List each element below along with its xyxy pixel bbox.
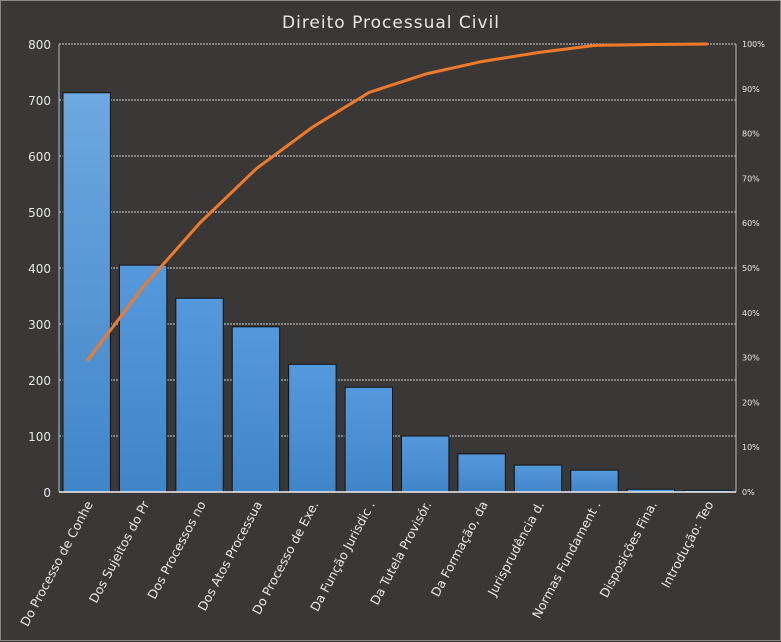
y2-tick-label: 10% (742, 443, 760, 452)
y-tick-label: 600 (28, 150, 51, 164)
cumulative-line (86, 42, 708, 362)
x-tick-label: Dos Sujeitos do Pr (86, 498, 153, 606)
y-tick-label: 500 (28, 206, 51, 220)
bar (288, 363, 337, 493)
bar (175, 297, 224, 493)
y2-tick-label: 20% (742, 398, 760, 407)
y2-tick-label: 70% (742, 174, 760, 183)
y2-tick-label: 100% (742, 40, 765, 49)
x-tick-label: Disposições Fina. (596, 498, 660, 600)
x-tick-label: Dos Atos Processua (195, 498, 266, 613)
bar (457, 453, 506, 493)
bar (62, 92, 111, 493)
x-tick-label: Do Processo de Conhe (17, 498, 96, 629)
y2-tick-label: 50% (742, 264, 760, 273)
y-tick-label: 300 (28, 318, 51, 332)
y-tick-label: 700 (28, 94, 51, 108)
y2-tick-label: 60% (742, 219, 760, 228)
bar (231, 326, 281, 493)
x-tick-label: Dos Processos no (144, 498, 208, 601)
x-tick-label: Da Formação, da (428, 498, 491, 599)
x-tick-label: Da Função Jurisdic . (307, 498, 378, 613)
bar (513, 464, 563, 493)
chart-title: Direito Processual Civil (282, 13, 500, 33)
y2-tick-label: 80% (742, 130, 760, 139)
bar (401, 435, 450, 493)
bar (344, 386, 394, 493)
y-tick-label: 100 (28, 430, 51, 444)
bar (570, 469, 619, 493)
y2-tick-label: 40% (742, 309, 760, 318)
y-tick-label: 200 (28, 374, 51, 388)
x-tick-label: Da Tutela Provisór. (367, 498, 434, 607)
x-tick-label: Jurisprudência d. (484, 498, 547, 599)
y2-tick-label: 30% (742, 354, 760, 363)
bar (118, 264, 168, 493)
y2-tick-label: 90% (742, 85, 760, 94)
y2-tick-label: 0% (742, 488, 755, 497)
y-tick-label: 0 (43, 486, 51, 500)
x-tick-label: Introdução: Teo (658, 498, 716, 590)
y-tick-label: 800 (28, 38, 51, 52)
y-tick-label: 400 (28, 262, 51, 276)
